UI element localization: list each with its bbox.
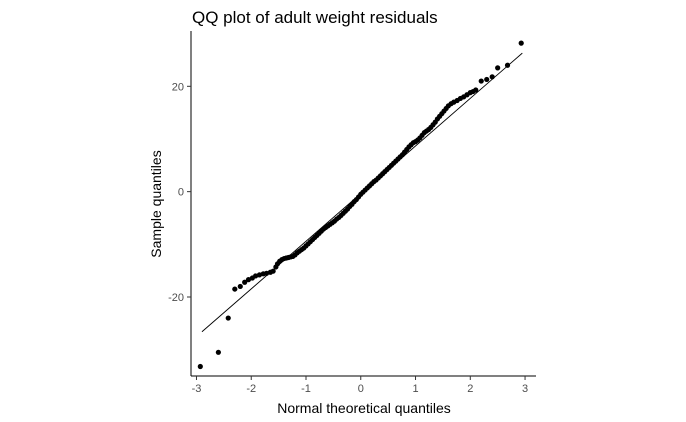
data-point <box>215 349 221 355</box>
x-tick-label: 2 <box>467 383 473 395</box>
x-tick-label: -2 <box>246 383 256 395</box>
data-points <box>197 40 524 370</box>
y-axis-title: Sample quantiles <box>148 150 164 257</box>
data-point <box>495 65 501 71</box>
data-point <box>225 315 231 321</box>
x-axis-ticks: -3 -2 -1 0 1 2 3 <box>192 376 528 395</box>
data-point <box>237 283 243 290</box>
x-tick-label: -3 <box>192 383 202 395</box>
data-point <box>232 286 238 292</box>
x-tick-label: 3 <box>522 383 528 395</box>
y-tick-label: 20 <box>172 81 184 93</box>
x-tick-label: 0 <box>358 383 364 395</box>
x-axis-title: Normal theoretical quantiles <box>277 400 451 416</box>
data-point <box>518 40 524 46</box>
data-point <box>484 76 490 83</box>
chart-title: QQ plot of adult weight residuals <box>192 8 438 27</box>
data-point <box>478 78 484 84</box>
x-tick-label: 1 <box>412 383 418 395</box>
data-point <box>473 87 479 93</box>
y-tick-label: 0 <box>178 187 184 199</box>
data-point <box>270 268 276 274</box>
data-point <box>197 363 203 370</box>
data-point <box>504 62 511 68</box>
x-tick-label: -1 <box>301 383 311 395</box>
data-point <box>242 279 248 285</box>
data-point <box>489 74 495 80</box>
y-axis-ticks: -20 0 20 <box>168 81 191 304</box>
y-tick-label: -20 <box>168 292 184 304</box>
